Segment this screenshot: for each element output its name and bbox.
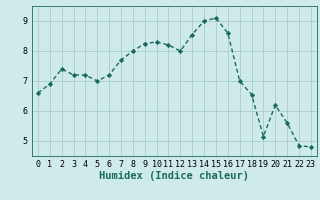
X-axis label: Humidex (Indice chaleur): Humidex (Indice chaleur): [100, 171, 249, 181]
